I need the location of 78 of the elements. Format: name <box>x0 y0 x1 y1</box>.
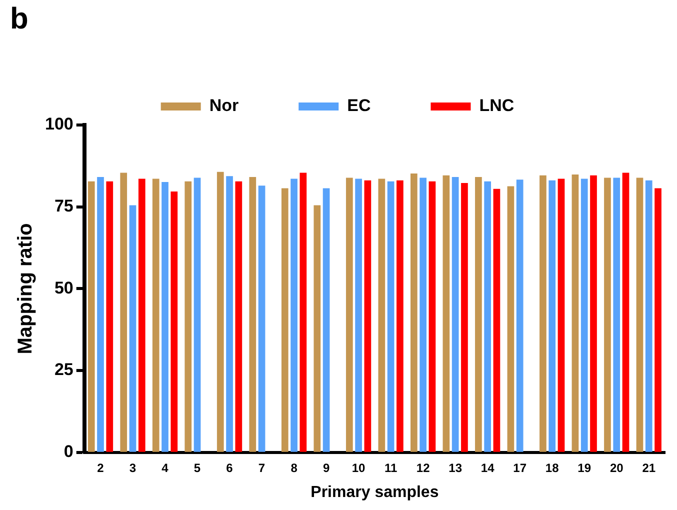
bar <box>540 175 546 452</box>
legend-label: LNC <box>479 96 514 116</box>
bar <box>410 173 418 452</box>
x-tick-label: 9 <box>322 460 330 475</box>
x-tick-label: 6 <box>226 460 234 475</box>
bar <box>378 178 386 452</box>
x-tick-label: 8 <box>290 460 298 475</box>
x-tick-label: 11 <box>384 460 398 475</box>
y-tick-label: 100 <box>44 114 74 134</box>
x-tick-label: 7 <box>258 460 266 475</box>
bar <box>493 188 500 452</box>
bar <box>548 180 556 452</box>
x-tick-label: 4 <box>162 460 169 475</box>
bar <box>580 178 588 452</box>
x-tick-label: 3 <box>129 460 136 475</box>
bar <box>322 188 330 452</box>
bar <box>184 181 192 452</box>
bar <box>300 172 307 452</box>
bar <box>249 177 256 452</box>
bar <box>442 175 450 452</box>
bar <box>346 178 353 452</box>
bar <box>654 188 662 452</box>
x-tick-label: 18 <box>545 460 560 475</box>
bar <box>572 174 579 452</box>
x-tick-label: 12 <box>416 460 430 475</box>
x-tick-label: 17 <box>513 460 527 475</box>
bar <box>152 178 160 452</box>
y-tick-label: 0 <box>64 442 74 462</box>
bar <box>507 186 514 452</box>
bar <box>516 180 524 452</box>
bar <box>129 205 136 452</box>
bar <box>420 178 426 452</box>
chart-title: b <box>10 2 28 36</box>
bar <box>636 178 644 452</box>
x-tick-label: 21 <box>642 460 656 475</box>
bar <box>604 178 611 452</box>
bar <box>364 180 372 452</box>
y-tick-label: 75 <box>54 196 74 216</box>
x-tick-label: 10 <box>352 460 366 475</box>
bar <box>461 182 468 452</box>
bar <box>97 177 104 452</box>
bar <box>235 181 242 452</box>
bar <box>484 181 492 452</box>
bar <box>314 205 321 452</box>
x-tick-label: 19 <box>578 460 592 475</box>
bar <box>622 172 630 452</box>
bar <box>194 178 201 452</box>
bar <box>290 178 298 452</box>
bar <box>645 180 652 452</box>
bar <box>452 177 459 452</box>
x-axis-title: Primary samples <box>310 484 439 501</box>
bar <box>558 178 565 452</box>
x-tick-label: 13 <box>448 460 462 475</box>
bar <box>226 176 233 452</box>
bar <box>355 178 362 452</box>
bar <box>396 180 404 452</box>
bar <box>258 186 266 452</box>
bar <box>216 172 224 452</box>
bar <box>281 188 288 452</box>
y-axis-title: Mapping ratio <box>14 223 37 354</box>
x-tick-label: 20 <box>610 460 624 475</box>
legend-label: Nor <box>209 96 239 116</box>
y-tick-label: 50 <box>54 278 74 298</box>
bar <box>106 181 114 452</box>
bar <box>387 181 394 452</box>
bar <box>428 181 436 452</box>
bar <box>475 177 482 452</box>
bar <box>170 191 178 452</box>
bar <box>138 178 146 452</box>
bar <box>162 182 168 452</box>
y-tick-label: 25 <box>54 360 74 380</box>
bar <box>590 175 597 452</box>
x-tick-label: 2 <box>97 460 104 475</box>
legend-label: EC <box>347 96 371 116</box>
x-tick-label: 14 <box>480 460 495 475</box>
bar <box>120 172 128 452</box>
bar <box>613 178 620 452</box>
x-tick-label: 5 <box>194 460 201 475</box>
